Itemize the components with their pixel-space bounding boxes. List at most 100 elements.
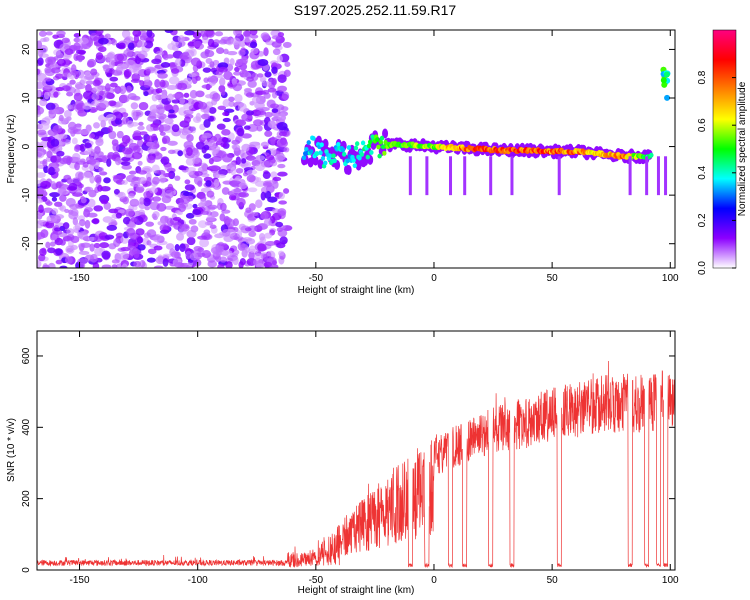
noise-blob (160, 124, 171, 132)
noise-blob (106, 158, 112, 167)
noise-blob (277, 85, 288, 93)
tone-core (378, 139, 384, 145)
noise-blob (72, 192, 84, 197)
noise-blob (64, 256, 73, 264)
spectrogram-y-tick-label: 10 (21, 92, 32, 104)
chart-title: S197.2025.252.11.59.R17 (294, 2, 457, 18)
noise-blob (40, 180, 51, 190)
noise-blob (159, 131, 166, 136)
noise-blob (239, 149, 245, 158)
tone-core (345, 158, 350, 164)
noise-blob (184, 179, 191, 185)
noise-blob (118, 42, 126, 49)
noise-blob (277, 171, 288, 177)
noise-blob (283, 69, 291, 77)
noise-blob (259, 77, 266, 83)
noise-blob (167, 114, 178, 119)
noise-blob (128, 193, 135, 199)
noise-blob (151, 108, 160, 113)
noise-blob (220, 202, 227, 212)
noise-blob (204, 30, 214, 37)
noise-blob (37, 129, 47, 136)
noise-blob (233, 30, 243, 37)
noise-blob (217, 105, 227, 111)
tone-core (336, 141, 341, 147)
noise-blob (278, 200, 288, 205)
noise-blob (200, 162, 208, 169)
noise-blob (146, 240, 152, 246)
noise-blob (108, 130, 117, 140)
noise-blob (64, 48, 74, 56)
noise-blob (107, 151, 115, 160)
noise-blob (56, 30, 66, 37)
noise-blob (37, 68, 41, 75)
noise-blob (99, 242, 110, 249)
noise-blob (215, 249, 222, 257)
snr-y-ticks: 0 200 400 600 (21, 347, 675, 573)
noise-blob (236, 230, 243, 238)
noise-blob (234, 236, 244, 241)
tone-dropout-streak (510, 156, 514, 196)
noise-blob (51, 207, 59, 215)
tone-core (327, 153, 333, 159)
noise-blob (257, 155, 266, 161)
noise-blob (169, 248, 176, 256)
noise-blob (101, 250, 111, 260)
noise-blob (221, 129, 231, 136)
noise-blob (136, 236, 144, 244)
snr-x-tick-label: -150 (70, 575, 90, 586)
noise-blob (184, 116, 191, 124)
noise-blob (37, 57, 44, 66)
noise-blob (87, 236, 96, 241)
noise-blob (43, 84, 54, 90)
noise-blob (62, 222, 70, 230)
noise-blob (77, 172, 84, 181)
noise-blob (104, 92, 113, 99)
noise-blob (50, 67, 61, 74)
noise-blob (133, 130, 142, 136)
noise-blob (84, 71, 92, 77)
noise-blob (182, 129, 192, 135)
noise-blob (246, 76, 254, 82)
noise-blob (225, 261, 233, 268)
tone-core (369, 150, 374, 155)
noise-blob (271, 91, 278, 99)
noise-blob (213, 39, 220, 45)
tone-core (353, 145, 359, 151)
noise-blob (240, 133, 252, 139)
noise-blob (280, 106, 289, 112)
colorbar-gradient (712, 29, 737, 269)
noise-blob (261, 89, 270, 95)
noise-blob (54, 201, 63, 207)
noise-blob (139, 131, 148, 136)
noise-blob (163, 55, 169, 61)
noise-blob (100, 199, 108, 205)
noise-blob (192, 258, 202, 267)
noise-blob (226, 51, 238, 56)
noise-blob (253, 119, 263, 127)
noise-blob (126, 85, 132, 93)
noise-blob (82, 161, 89, 168)
noise-blob (133, 260, 142, 268)
noise-blob (77, 54, 83, 63)
noise-blob (59, 194, 67, 202)
noise-blob (37, 72, 47, 82)
noise-blob (146, 141, 155, 147)
noise-blob (48, 166, 55, 176)
noise-blob (165, 243, 175, 250)
tone-core (351, 158, 356, 163)
noise-blob (91, 92, 100, 101)
noise-blob (65, 245, 75, 254)
noise-blob (102, 216, 113, 223)
noise-blob (178, 97, 186, 105)
noise-blob (84, 207, 94, 213)
noise-blob (186, 236, 196, 246)
noise-blob (57, 186, 67, 196)
noise-blob (195, 75, 201, 81)
tone-core (383, 140, 388, 145)
noise-blob (121, 135, 131, 144)
noise-blob (251, 211, 259, 217)
noise-blob (261, 81, 272, 87)
noise-blob (160, 61, 171, 68)
